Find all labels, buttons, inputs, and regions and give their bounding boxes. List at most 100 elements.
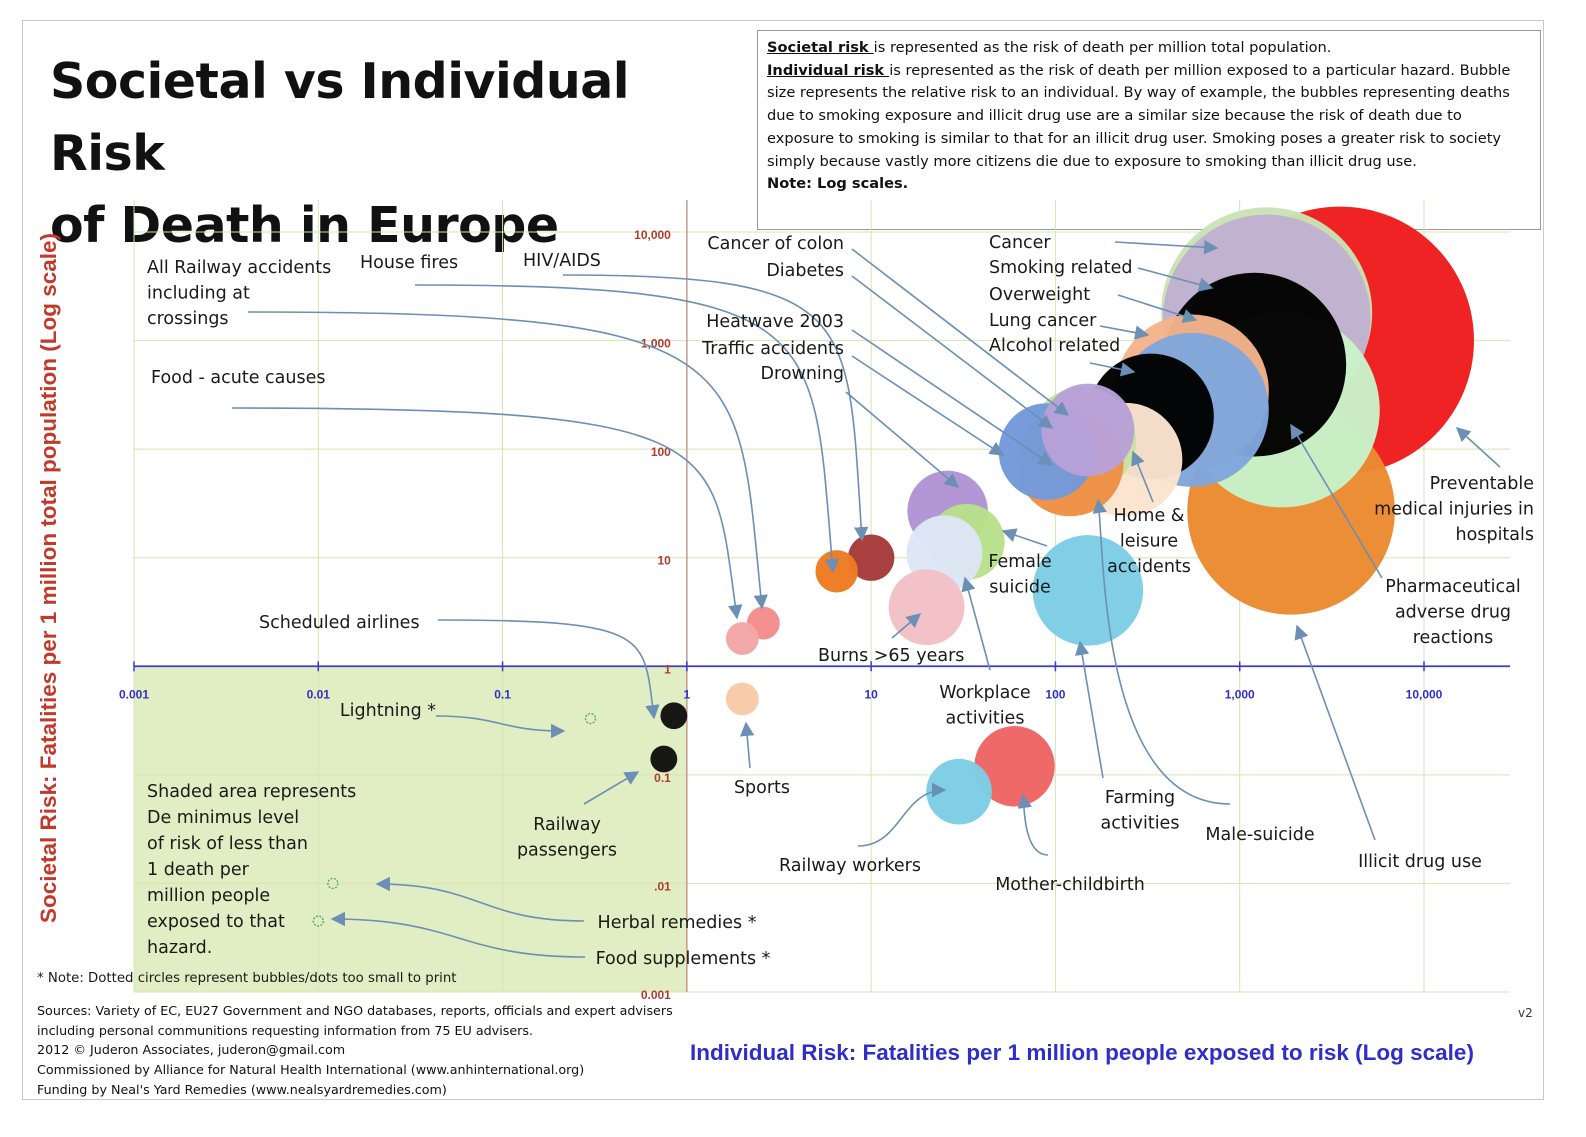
commissioned-line: Commissioned by Alliance for Natural Hea… [37, 1062, 585, 1078]
leader-arrow-traffic-accidents [851, 355, 1005, 456]
data-label-overweight: Overweight [989, 285, 1090, 305]
data-label-line: All Railway accidents [147, 258, 331, 278]
data-label-line: hospitals [1456, 525, 1534, 545]
data-label-traffic-accidents: Traffic accidents [701, 339, 844, 359]
data-label-line: Sports [734, 778, 790, 798]
data-label-line: House fires [360, 253, 458, 273]
leader-arrow-sports [739, 721, 755, 769]
bubble-railway-workers [926, 758, 992, 825]
individual-risk-text: is represented as the risk of death per … [767, 61, 1511, 170]
bubble-lightning [584, 712, 597, 725]
data-label-smoking-related: Smoking related [989, 258, 1133, 278]
leader-arrow-alcohol-related [1089, 362, 1136, 377]
data-label-line: Cancer of colon [707, 234, 844, 254]
leader-arrow-home-leisure-accidents [1131, 450, 1154, 503]
data-label-line: Smoking related [989, 258, 1133, 278]
data-label-line: crossings [147, 309, 229, 329]
leader-arrow-illicit-drug-use [1294, 624, 1376, 841]
leader-arrow-farming-activities [1075, 640, 1104, 779]
title-line-1: Societal vs Individual Risk [50, 53, 630, 182]
data-label-line: Male-suicide [1205, 825, 1314, 845]
bubble-herbal-remedies [327, 877, 339, 890]
y-tick-label: 0.001 [641, 988, 671, 1002]
x-tick-label: 1 [684, 687, 691, 701]
data-label-line: Lightning * [340, 701, 436, 721]
leader-arrow-smoking-related [1137, 267, 1214, 292]
x-tick-label: 100 [1045, 687, 1065, 701]
bubble-house-fires [815, 550, 858, 593]
leader-arrow-house-fires [414, 284, 840, 574]
y-tick-label: 1,000 [641, 337, 671, 351]
data-label-line: Farming [1105, 788, 1175, 808]
y-tick-label: 0.1 [654, 771, 671, 785]
data-label-line: medical injuries in [1374, 500, 1534, 520]
data-label-line: Railway workers [779, 856, 921, 876]
sources-line: including personal communitions requesti… [37, 1022, 533, 1038]
shaded-area-note-line: 1 death per [147, 860, 250, 880]
bubble-mother-childbirth [974, 726, 1055, 807]
y-tick-label: .01 [654, 879, 671, 893]
shaded-area-note: Shaded area represents De minimus level of… [147, 782, 356, 958]
societal-risk-note: Societal risk is represented as the risk… [767, 37, 1531, 60]
leader-arrow-workplace-activities [961, 576, 991, 671]
leader-arrow-all-railway-accidents-including-at-crossings [247, 311, 768, 610]
dotted-circle-note: * Note: Dotted circles represent bubbles… [37, 971, 457, 986]
data-label-railway-workers: Railway workers [779, 856, 921, 876]
shaded-area-note-line: hazard. [147, 938, 212, 958]
data-label-line: Home & [1114, 506, 1185, 526]
data-label-line: Mother-childbirth [995, 875, 1145, 895]
leader-arrow-food-supplements [330, 911, 586, 958]
data-label-railway-passengers: Railway passengers [517, 815, 617, 861]
log-scale-note: Note: Log scales. [767, 175, 909, 193]
x-axis-title: Individual Risk: Fatalities per 1 millio… [690, 1040, 1474, 1065]
leader-arrow-railway-passengers [583, 771, 640, 805]
x-tick-label: 0.001 [119, 687, 149, 701]
data-label-all-railway-accidents-including-at-crossings: All Railway accidents including at crossin… [147, 258, 331, 329]
leader-arrow-cancer-of-colon [851, 248, 1070, 416]
leader-arrow-railway-workers [857, 782, 947, 847]
data-label-line: suicide [989, 578, 1050, 598]
societal-risk-term: Societal risk [767, 39, 874, 56]
shaded-area-note-line: exposed to that [147, 912, 285, 932]
data-label-home-leisure-accidents: Home & leisure accidents [1107, 506, 1191, 577]
data-label-line: Diabetes [766, 261, 844, 281]
y-tick-label: 1 [664, 662, 671, 676]
version-label: v2 [1518, 1006, 1533, 1020]
data-label-alcohol-related: Alcohol related [989, 336, 1120, 356]
data-label-line: including at [147, 284, 250, 304]
data-label-line: Burns >65 years [818, 646, 964, 666]
leader-arrow-cancer [1114, 240, 1219, 255]
data-label-illicit-drug-use: Illicit drug use [1358, 852, 1482, 872]
leader-arrow-heatwave-2003 [851, 329, 1054, 466]
data-label-line: Heatwave 2003 [706, 312, 844, 332]
data-label-line: Overweight [989, 285, 1090, 305]
leader-arrow-burns-65-years [891, 613, 922, 639]
data-label-line: Food - acute causes [151, 368, 325, 388]
data-label-male-suicide: Male-suicide [1205, 825, 1314, 845]
leader-arrow-scheduled-airlines [437, 619, 660, 720]
leader-arrow-preventable-medical-injuries-in-hospitals [1455, 427, 1501, 468]
funding-line: Funding by Neal's Yard Remedies (www.nea… [37, 1081, 447, 1097]
shaded-area-note-line: million people [147, 886, 270, 906]
individual-risk-term: Individual risk [767, 61, 890, 79]
bubble-food-supplements [312, 915, 324, 927]
data-label-female-suicide: Female suicide [988, 552, 1051, 598]
data-label-line: reactions [1413, 628, 1494, 648]
data-label-scheduled-airlines: Scheduled airlines [259, 613, 420, 633]
y-tick-label: 10,000 [634, 228, 671, 242]
data-label-preventable-medical-injuries-in-hospitals: Preventable medical injuries in hospitals [1374, 474, 1534, 545]
y-tick-label: 10 [657, 554, 671, 568]
shaded-area-note-line: of risk of less than [147, 834, 308, 854]
bubble-cancer-of-colon [1041, 383, 1135, 477]
bubble-sports [725, 682, 759, 716]
bubble-scheduled-airlines [660, 702, 688, 730]
data-label-line: Traffic accidents [701, 339, 844, 359]
data-label-food-acute-causes: Food - acute causes [151, 368, 325, 388]
data-label-line: activities [946, 709, 1025, 729]
y-axis-title: Societal Risk: Fatalities per 1 million … [36, 232, 61, 924]
x-tick-label: 10,000 [1406, 687, 1443, 701]
data-label-lightning: Lightning * [340, 701, 436, 721]
data-label-line: adverse drug [1395, 603, 1511, 623]
data-label-drowning: Drowning [761, 364, 844, 384]
